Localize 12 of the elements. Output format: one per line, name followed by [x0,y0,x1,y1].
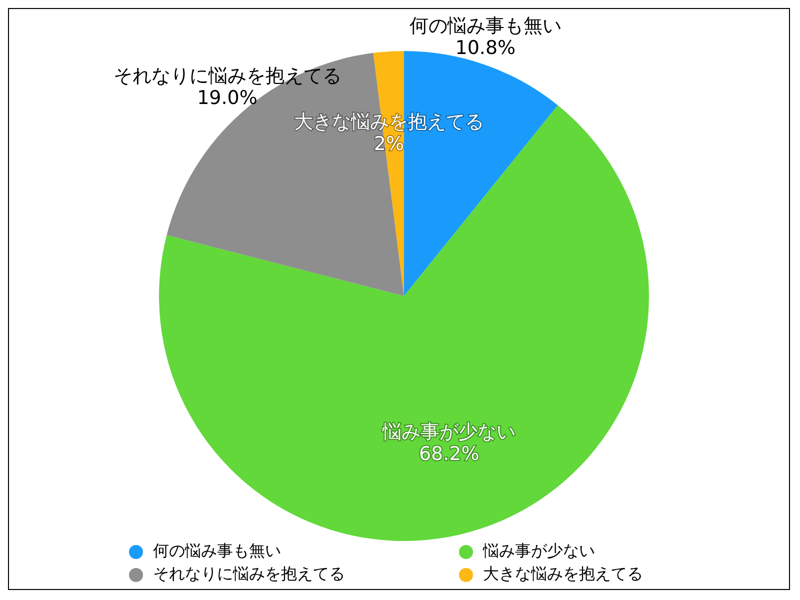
slice-label: 何の悩み事も無い [409,15,562,38]
slice-label: 悩み事が少ない [382,421,516,444]
data-label: 2% [374,133,404,156]
slice-label: それなりに悩みを抱えてる [113,65,342,88]
legend-label: 悩み事が少ない [483,541,595,562]
data-label: 10.8% [455,37,516,60]
data-label: 68.2% [418,443,480,466]
pie-slice [159,105,649,541]
data-label: 19.0% [197,87,258,110]
legend-label: 大きな悩みを抱えてる [483,564,643,585]
legend-label: それなりに悩みを抱えてる [153,564,345,585]
legend-label: 何の悩み事も無い [153,541,281,562]
